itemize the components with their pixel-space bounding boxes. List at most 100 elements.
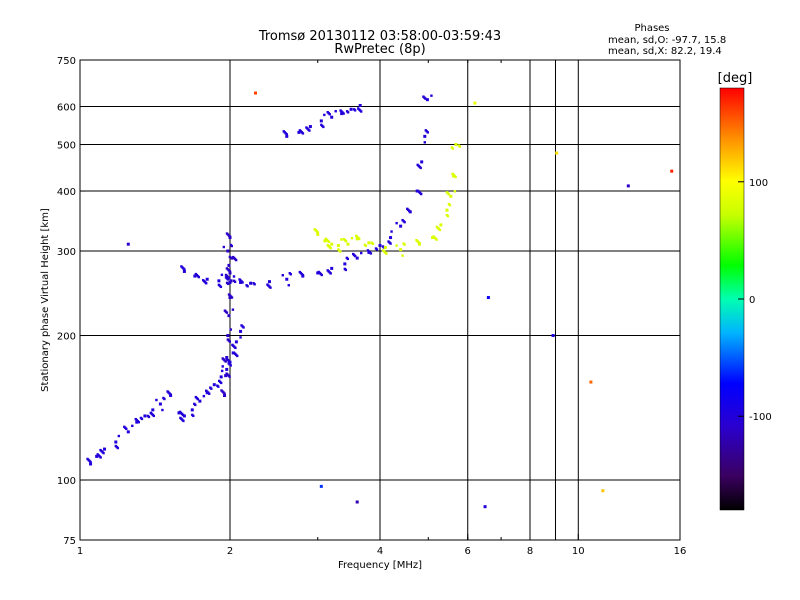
x-tick-label: 16 bbox=[674, 546, 687, 557]
data-point bbox=[131, 424, 134, 428]
data-point bbox=[228, 360, 232, 364]
data-point bbox=[143, 414, 147, 418]
data-point bbox=[197, 275, 201, 279]
colorbar-label: [deg] bbox=[718, 71, 753, 86]
data-point bbox=[227, 276, 231, 280]
data-point bbox=[228, 340, 232, 343]
data-point bbox=[228, 255, 232, 259]
data-point bbox=[445, 208, 449, 212]
data-point bbox=[399, 224, 403, 228]
data-point bbox=[371, 242, 375, 246]
data-point bbox=[403, 220, 406, 224]
data-point bbox=[229, 279, 233, 283]
data-point bbox=[230, 296, 234, 299]
y-tick-label: 300 bbox=[57, 247, 76, 258]
data-point bbox=[227, 263, 231, 267]
data-point bbox=[330, 115, 334, 119]
data-point bbox=[454, 143, 458, 147]
data-point bbox=[285, 133, 288, 136]
data-point bbox=[267, 280, 271, 284]
data-point bbox=[486, 296, 490, 300]
data-point bbox=[182, 414, 186, 418]
data-point bbox=[226, 282, 230, 286]
data-point bbox=[89, 462, 93, 466]
data-point bbox=[233, 280, 237, 284]
y-tick-label: 500 bbox=[57, 141, 76, 152]
data-point bbox=[389, 242, 392, 245]
data-point bbox=[339, 250, 342, 253]
data-point bbox=[155, 398, 158, 402]
data-point bbox=[319, 484, 323, 488]
data-point bbox=[336, 244, 340, 248]
data-point bbox=[342, 112, 345, 115]
data-point bbox=[426, 131, 429, 134]
data-point bbox=[320, 273, 323, 277]
data-point bbox=[357, 237, 361, 241]
data-point bbox=[287, 284, 290, 287]
data-point bbox=[220, 369, 224, 373]
x-axis-label: Frequency [MHz] bbox=[338, 560, 422, 571]
data-point bbox=[389, 236, 393, 240]
data-point bbox=[340, 238, 343, 241]
data-point bbox=[226, 278, 230, 281]
data-point bbox=[430, 94, 433, 97]
data-point bbox=[194, 403, 197, 407]
data-point bbox=[228, 270, 232, 273]
data-point bbox=[152, 414, 156, 418]
y-tick-label: 750 bbox=[57, 56, 76, 67]
colorbar-ticks: 100 0 -100 bbox=[738, 178, 772, 423]
data-point bbox=[323, 113, 326, 117]
data-point bbox=[114, 440, 118, 444]
data-point bbox=[316, 231, 319, 234]
data-point bbox=[353, 254, 357, 258]
data-point bbox=[359, 110, 363, 113]
data-point bbox=[103, 447, 107, 451]
data-point bbox=[346, 242, 350, 246]
data-point bbox=[182, 269, 186, 273]
data-point bbox=[140, 417, 144, 421]
data-point bbox=[229, 364, 232, 367]
data-point bbox=[447, 193, 451, 196]
x-tick-label: 4 bbox=[377, 546, 383, 557]
data-point bbox=[346, 111, 350, 114]
data-point bbox=[219, 285, 223, 289]
data-point bbox=[483, 505, 487, 509]
data-point bbox=[219, 375, 223, 379]
data-point bbox=[327, 240, 331, 244]
data-point bbox=[285, 134, 289, 138]
y-tick-label: 100 bbox=[57, 476, 76, 487]
data-point bbox=[390, 230, 393, 233]
data-point bbox=[409, 210, 412, 214]
data-point bbox=[217, 385, 220, 388]
stats-x-line: mean, sd,X: 82.2, 19.4 bbox=[608, 46, 722, 57]
x-tick-label: 6 bbox=[465, 546, 471, 557]
data-point bbox=[330, 242, 334, 246]
data-point bbox=[330, 266, 334, 270]
data-point bbox=[190, 408, 194, 412]
data-point bbox=[249, 281, 253, 285]
data-point bbox=[202, 394, 206, 398]
data-point bbox=[289, 273, 292, 276]
data-point bbox=[225, 311, 229, 314]
data-point bbox=[364, 244, 368, 248]
data-point bbox=[454, 175, 457, 179]
x-tick-label: 1 bbox=[77, 546, 83, 557]
data-point bbox=[232, 275, 236, 278]
data-point bbox=[353, 109, 357, 112]
data-point bbox=[670, 169, 674, 173]
data-point bbox=[375, 248, 379, 251]
data-point bbox=[308, 125, 312, 129]
data-point bbox=[334, 110, 337, 113]
data-point bbox=[329, 272, 332, 275]
data-point bbox=[224, 360, 227, 363]
data-point bbox=[151, 408, 155, 412]
data-point bbox=[420, 160, 424, 164]
data-point bbox=[221, 365, 224, 368]
data-point bbox=[269, 286, 272, 289]
data-point bbox=[453, 190, 457, 193]
data-point bbox=[328, 113, 331, 116]
grid-lines bbox=[80, 60, 680, 540]
data-point bbox=[222, 245, 226, 249]
data-point bbox=[435, 238, 438, 241]
data-point bbox=[395, 221, 398, 225]
